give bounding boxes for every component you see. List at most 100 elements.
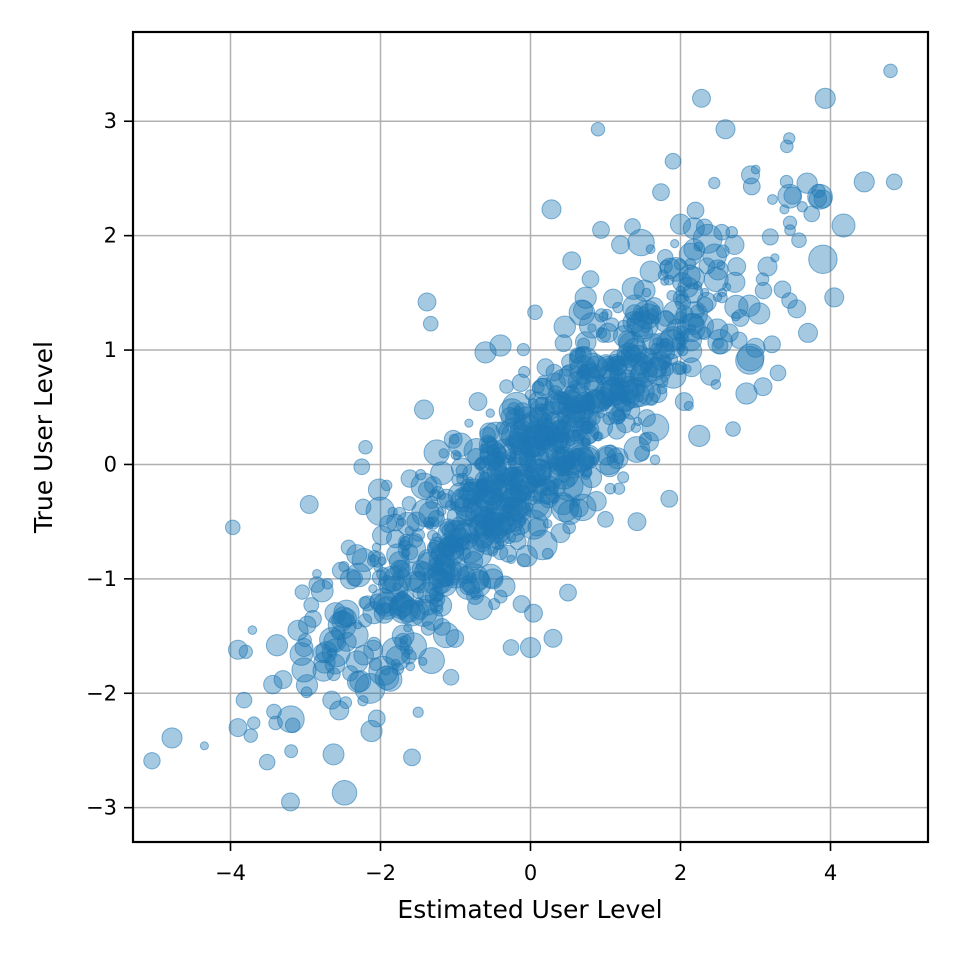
scatter-point <box>263 674 283 695</box>
scatter-point <box>381 637 411 666</box>
scatter-point <box>342 665 359 682</box>
scatter-point <box>329 700 350 721</box>
scatter-point <box>235 691 253 709</box>
scatter-point <box>462 538 493 569</box>
scatter-point <box>422 315 439 332</box>
scatter-point <box>569 346 600 377</box>
scatter-point <box>559 431 571 443</box>
x-tick-label: 0 <box>524 861 537 885</box>
scatter-point <box>445 629 465 648</box>
scatter-point <box>730 331 748 349</box>
scatter-point <box>796 172 818 194</box>
scatter-point <box>750 164 761 175</box>
scatter-point <box>427 560 456 588</box>
scatter-point <box>761 228 779 246</box>
scatter-point <box>474 483 503 513</box>
scatter-point <box>423 439 450 466</box>
scatter-point <box>779 204 790 215</box>
scatter-point <box>403 748 421 767</box>
scatter-point <box>327 610 357 640</box>
scatter-point <box>639 260 662 283</box>
scatter-point <box>808 244 838 274</box>
scatter-point <box>682 217 705 240</box>
axis-ticks <box>124 120 832 851</box>
scatter-point <box>586 491 607 512</box>
scatter-point <box>464 418 474 428</box>
scatter-point <box>455 464 468 477</box>
scatter-point <box>617 471 630 484</box>
scatter-point <box>703 267 729 293</box>
y-axis-label: True User Level <box>29 341 58 534</box>
scatter-point <box>398 534 414 550</box>
scatter-point <box>634 445 650 462</box>
scatter-point <box>438 448 449 459</box>
scatter-point <box>463 551 484 571</box>
scatter-point <box>692 88 711 108</box>
scatter-point <box>545 363 564 382</box>
scatter-point <box>294 584 310 600</box>
scatter-point <box>474 341 497 364</box>
scatter-point <box>622 311 646 334</box>
scatter-point <box>412 706 424 718</box>
scatter-point <box>569 355 598 385</box>
scatter-point <box>831 213 856 238</box>
scatter-point <box>543 419 553 429</box>
scatter-point <box>698 257 716 275</box>
scatter-point <box>627 228 655 257</box>
scatter-point <box>724 271 746 293</box>
scatter-point <box>611 235 630 255</box>
x-axis-label: Estimated User Level <box>397 895 662 924</box>
scatter-point <box>516 342 530 357</box>
scatter-point <box>796 201 808 213</box>
scatter-point <box>360 719 383 743</box>
scatter-point <box>590 121 606 137</box>
scatter-point <box>516 553 531 568</box>
scatter-point <box>277 705 305 734</box>
scatter-point <box>674 392 694 411</box>
scatter-point <box>660 489 679 508</box>
scatter-point <box>599 456 621 478</box>
scatter-point <box>380 479 393 492</box>
scatter-point <box>518 442 550 474</box>
scatter-point <box>502 496 528 522</box>
scatter-point <box>199 741 209 751</box>
scatter-point <box>814 87 836 109</box>
scatter-point <box>312 659 335 682</box>
scatter-point <box>556 420 566 431</box>
scatter-point <box>268 715 283 731</box>
scatter-point <box>654 310 677 333</box>
scatter-point <box>655 374 669 388</box>
scatter-point <box>258 753 276 771</box>
scatter-point <box>554 444 565 455</box>
scatter-point <box>780 139 794 154</box>
scatter-point <box>754 281 773 300</box>
y-tick-label: −2 <box>86 681 117 705</box>
scatter-point <box>629 365 650 386</box>
scatter-point <box>416 581 438 603</box>
scatter-point <box>323 629 347 653</box>
scatter-point <box>574 286 597 309</box>
y-tick-label: −3 <box>86 796 117 820</box>
scatter-point <box>403 645 414 656</box>
scatter-point <box>652 183 670 202</box>
scatter-point <box>784 224 796 236</box>
scatter-point <box>612 325 636 348</box>
scatter-point <box>392 560 411 579</box>
scatter-point <box>332 606 355 629</box>
scatter-point <box>587 323 597 333</box>
scatter-point <box>289 642 314 666</box>
scatter-point <box>376 567 390 581</box>
scatter-point <box>400 548 411 558</box>
scatter-point <box>509 466 526 483</box>
scatter-point <box>528 398 539 409</box>
scatter-point <box>715 119 736 140</box>
scatter-point <box>455 519 478 542</box>
scatter-point <box>598 311 609 322</box>
scatter-point <box>669 213 692 235</box>
scatter-point <box>712 292 723 303</box>
scatter-point <box>368 655 399 686</box>
scatter-point <box>518 365 531 379</box>
scatter-point <box>548 456 561 468</box>
scatter-point <box>523 469 535 481</box>
